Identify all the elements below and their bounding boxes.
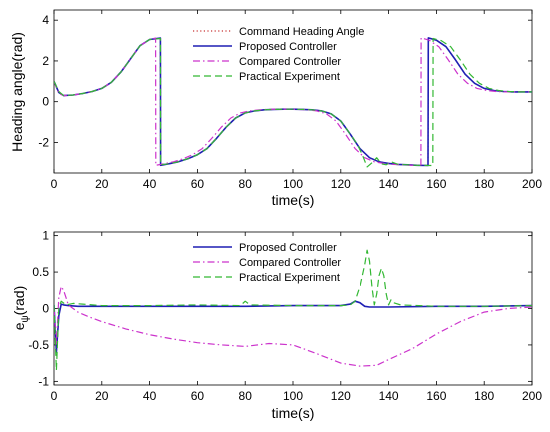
x-tick-label: 120 xyxy=(331,389,351,403)
y-tick-marks: 4 2 0 -2 xyxy=(38,13,532,149)
y-tick-label: 1 xyxy=(42,229,49,243)
x-tick-marks: 0 20 40 60 80 100 120 140 160 180 200 xyxy=(51,10,542,191)
legend-entry: Command Heading Angle xyxy=(239,26,364,38)
x-tick-label: 200 xyxy=(522,389,542,403)
y-tick-label: -0.5 xyxy=(28,338,49,352)
heading-angle-plot: 0 20 40 60 80 100 120 140 160 180 200 420-2 time(s… xyxy=(9,9,542,208)
legend: Proposed Controller Compared Controller … xyxy=(188,238,360,286)
y-tick-label: -1 xyxy=(38,374,49,388)
x-tick-label: 100 xyxy=(283,177,303,191)
heading-error-plot: 0 20 40 60 80 100 120 140 160 180 200 10.50-0.5-1 … xyxy=(11,229,542,421)
y-tick-label: 0.5 xyxy=(32,265,49,279)
legend-entry: Practical Experiment xyxy=(239,272,340,284)
y-tick-marks: 1 0.5 0 -0.5 -1 xyxy=(28,229,532,388)
x-tick-label: 0 xyxy=(51,177,58,191)
x-tick-label: 80 xyxy=(239,177,253,191)
x-tick-label: 80 xyxy=(239,389,253,403)
x-tick-label: 160 xyxy=(426,177,446,191)
y-tick-label: 2 xyxy=(42,54,49,68)
x-tick-label: 200 xyxy=(522,177,542,191)
x-tick-label: 40 xyxy=(143,177,157,191)
y-axis-label: Heading angle(rad) xyxy=(9,32,25,152)
series-line xyxy=(54,286,532,367)
x-tick-label: 60 xyxy=(191,389,205,403)
y-tick-label: -2 xyxy=(38,135,49,149)
legend-box xyxy=(188,238,360,286)
series-line xyxy=(54,37,532,167)
legend: Command Heading Angle Proposed Controlle… xyxy=(188,20,386,83)
x-tick-label: 20 xyxy=(95,177,109,191)
legend-entry: Practical Experiment xyxy=(239,71,340,83)
legend-entry: Compared Controller xyxy=(239,56,341,68)
series-line xyxy=(54,249,532,371)
x-tick-label: 120 xyxy=(331,177,351,191)
y-axis-label: eψ(rad) xyxy=(11,286,31,331)
x-tick-label: 40 xyxy=(143,389,157,403)
series-line xyxy=(54,37,532,168)
x-tick-label: 140 xyxy=(379,177,399,191)
x-tick-label: 0 xyxy=(51,389,58,403)
series-line xyxy=(54,300,532,354)
y-tick-label: 0 xyxy=(42,302,49,316)
legend-entry: Proposed Controller xyxy=(239,242,337,254)
y-tick-label: 0 xyxy=(42,95,49,109)
legend-entry: Proposed Controller xyxy=(239,41,337,53)
x-tick-marks: 0 20 40 60 80 100 120 140 160 180 200 xyxy=(51,232,542,403)
series-lines xyxy=(54,249,532,371)
x-axis-label: time(s) xyxy=(272,192,315,208)
y-tick-label: 4 xyxy=(42,13,49,27)
x-tick-label: 180 xyxy=(474,177,494,191)
series-lines xyxy=(54,37,532,168)
x-axis-label: time(s) xyxy=(272,405,315,421)
x-tick-label: 160 xyxy=(426,389,446,403)
x-tick-label: 60 xyxy=(191,177,205,191)
x-tick-label: 20 xyxy=(95,389,109,403)
legend-entry: Compared Controller xyxy=(239,257,341,269)
x-tick-label: 180 xyxy=(474,389,494,403)
x-tick-label: 100 xyxy=(283,389,303,403)
x-tick-label: 140 xyxy=(379,389,399,403)
legend-box xyxy=(188,20,386,82)
